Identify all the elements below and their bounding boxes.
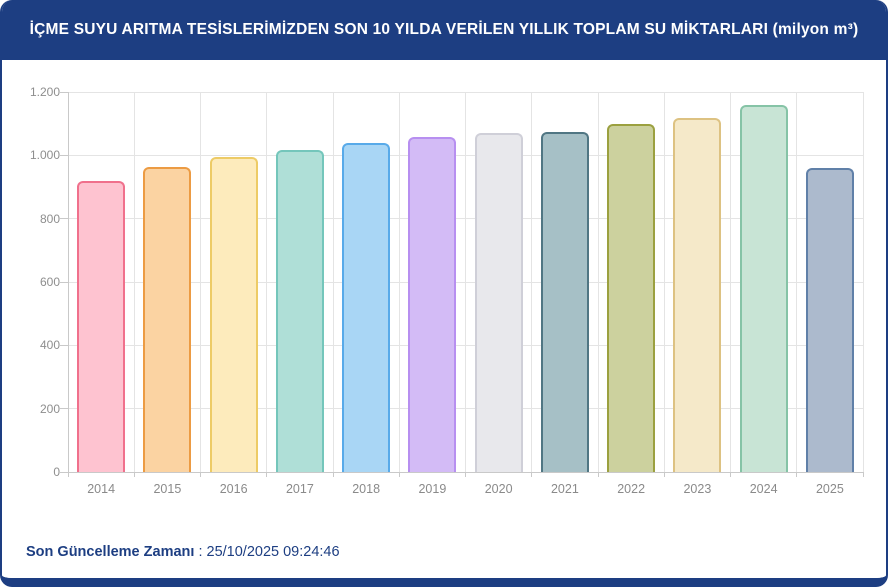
x-axis-tick [465,472,466,477]
x-axis-label: 2020 [484,482,513,496]
x-axis-label: 2016 [219,482,248,496]
x-axis-tick [133,472,135,477]
last-update-value: 25/10/2025 09:24:46 [206,544,340,560]
y-axis-tick [60,91,68,93]
v-gridline [133,92,135,472]
v-gridline [730,92,731,472]
x-axis-label: 2025 [815,482,844,496]
v-gridline [465,92,466,472]
x-axis-tick [266,472,268,477]
x-axis-label: 2021 [550,482,579,496]
bar-2017[interactable] [275,149,324,472]
last-update-label: Son Güncelleme Zamanı [26,544,195,560]
bar-2020[interactable] [474,132,523,472]
x-axis-label: 2023 [683,482,712,496]
bar-2021[interactable] [540,132,589,472]
y-axis-label: 1.200 [29,85,60,99]
x-axis-tick [663,472,665,477]
last-update-text: Son Güncelleme Zamanı : 25/10/2025 09:24… [26,544,340,560]
bar-2023[interactable] [673,117,722,472]
bar-2025[interactable] [805,168,854,472]
bar-2014[interactable] [77,180,126,472]
x-axis-label: 2015 [153,482,182,496]
v-gridline [531,92,533,472]
v-gridline [266,92,268,472]
x-axis-tick [862,472,864,477]
bar-2018[interactable] [342,143,391,472]
v-gridline [796,92,798,472]
bar-2024[interactable] [739,104,788,472]
v-gridline [663,92,665,472]
bar-2016[interactable] [209,156,258,472]
v-gridline [332,92,334,472]
y-axis-tick [60,154,68,156]
last-update-separator: : [194,544,207,560]
v-gridline [398,92,400,472]
y-axis-tick [60,281,68,283]
x-axis-label: 2024 [749,482,778,496]
v-gridline [597,92,599,472]
v-gridline [67,92,69,472]
y-axis-label: 800 [39,211,60,226]
x-axis-tick [332,472,334,477]
bar-2019[interactable] [408,137,457,472]
x-axis-tick [730,472,731,477]
x-axis-tick [531,472,533,477]
title-bar: İÇME SUYU ARITMA TESİSLERİMİZDEN SON 10 … [2,0,886,60]
x-axis-tick [67,472,69,477]
y-axis-tick [60,218,68,220]
y-axis-tick [60,408,68,410]
x-axis-label: 2017 [285,482,314,496]
y-axis-label: 0 [53,465,60,479]
y-axis-label: 400 [39,338,60,353]
v-gridline [200,92,201,472]
y-axis-tick [60,471,68,473]
x-axis-tick [796,472,798,477]
bar-2015[interactable] [143,167,192,472]
page-title: İÇME SUYU ARITMA TESİSLERİMİZDEN SON 10 … [29,21,859,38]
bar-chart: 0 200 400 600 800 1.000 1.200 2014 2015 2016 2017 2… [2,60,886,578]
y-axis-label: 200 [39,401,60,416]
y-axis-tick [60,344,68,346]
x-axis-tick [398,472,400,477]
y-axis-label: 600 [39,275,60,289]
y-axis-label: 1.000 [29,148,60,163]
x-axis-label: 2019 [418,482,447,496]
x-axis-tick [597,472,599,477]
bar-2022[interactable] [607,123,656,472]
x-axis-label: 2018 [352,482,381,496]
v-gridline [862,92,864,472]
x-axis-tick [200,472,201,477]
x-axis-label: 2022 [617,482,646,496]
x-axis-label: 2014 [87,482,116,496]
